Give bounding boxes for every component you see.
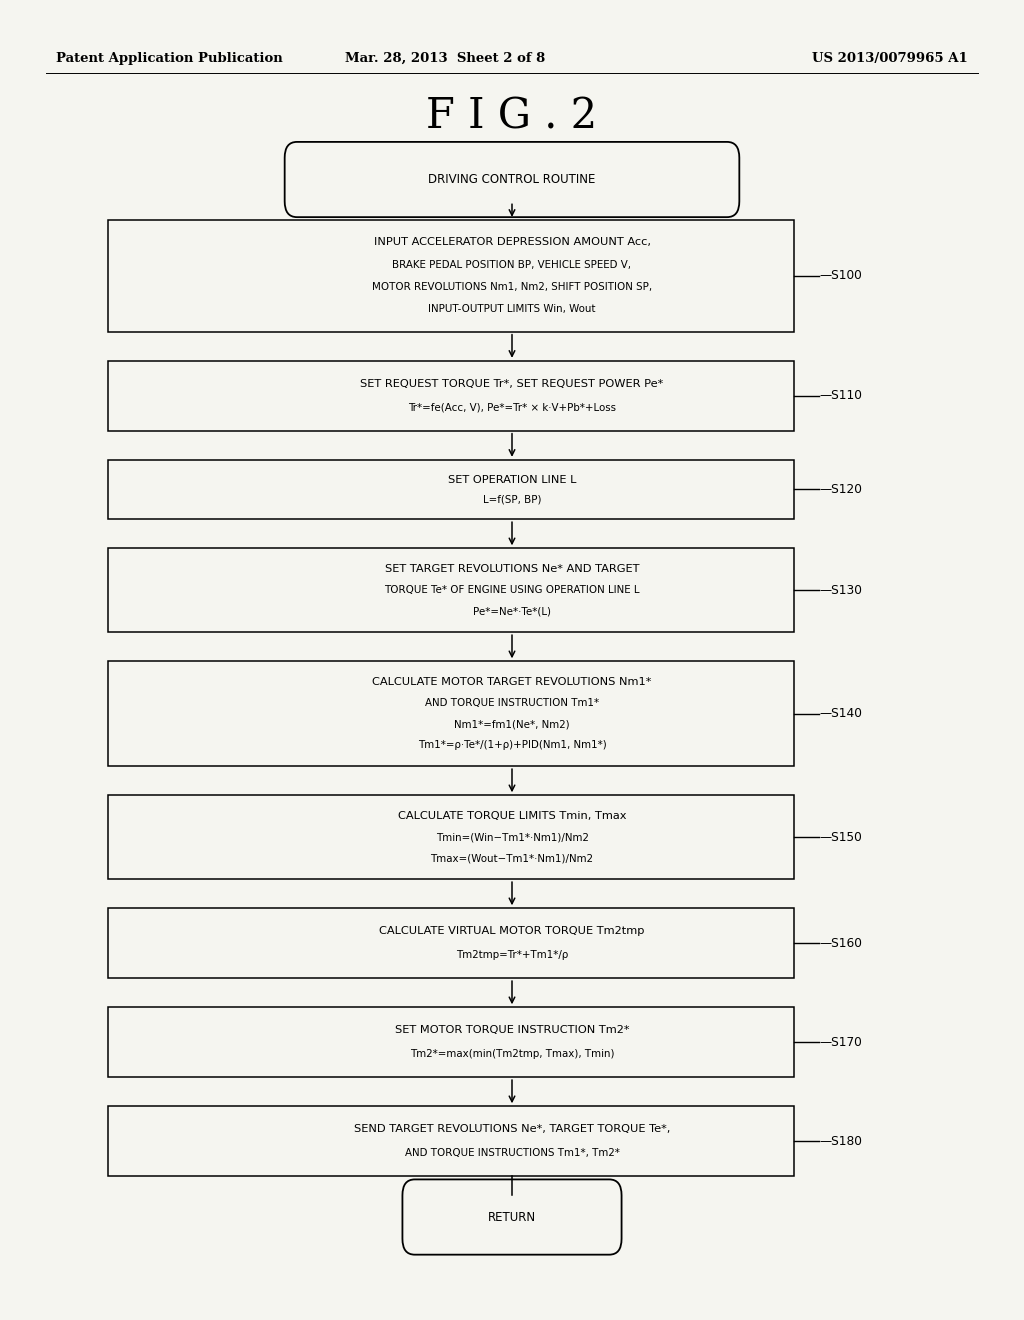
Text: Tmax=(Wout−Tm1*·Nm1)/Nm2: Tmax=(Wout−Tm1*·Nm1)/Nm2 [430,853,594,863]
Text: Tm2tmp=Tr*+Tm1*/ρ: Tm2tmp=Tr*+Tm1*/ρ [456,950,568,960]
Text: AND TORQUE INSTRUCTION Tm1*: AND TORQUE INSTRUCTION Tm1* [425,698,599,709]
Text: —S100: —S100 [819,269,862,282]
Text: SET REQUEST TORQUE Tr*, SET REQUEST POWER Pe*: SET REQUEST TORQUE Tr*, SET REQUEST POWE… [360,379,664,389]
Text: INPUT ACCELERATOR DEPRESSION AMOUNT Acc,: INPUT ACCELERATOR DEPRESSION AMOUNT Acc, [374,238,650,247]
FancyBboxPatch shape [108,908,794,978]
Text: —S150: —S150 [819,830,862,843]
Text: Tm1*=ρ·Te*/(1+ρ)+PID(Nm1, Nm1*): Tm1*=ρ·Te*/(1+ρ)+PID(Nm1, Nm1*) [418,741,606,750]
Text: Nm1*=fm1(Ne*, Nm2): Nm1*=fm1(Ne*, Nm2) [455,719,569,729]
Text: —S160: —S160 [819,937,862,949]
Text: INPUT-OUTPUT LIMITS Win, Wout: INPUT-OUTPUT LIMITS Win, Wout [428,305,596,314]
Text: US 2013/0079965 A1: US 2013/0079965 A1 [812,51,968,65]
Text: RETURN: RETURN [488,1210,536,1224]
FancyBboxPatch shape [108,219,794,331]
Text: Tm2*=max(min(Tm2tmp, Tmax), Tmin): Tm2*=max(min(Tm2tmp, Tmax), Tmin) [410,1049,614,1059]
Text: Tr*=fe(Acc, V), Pe*=Tr* × k·V+Pb*+Loss: Tr*=fe(Acc, V), Pe*=Tr* × k·V+Pb*+Loss [408,403,616,412]
FancyBboxPatch shape [108,1007,794,1077]
Text: —S130: —S130 [819,583,862,597]
FancyBboxPatch shape [108,1106,794,1176]
FancyBboxPatch shape [108,360,794,430]
Text: CALCULATE MOTOR TARGET REVOLUTIONS Nm1*: CALCULATE MOTOR TARGET REVOLUTIONS Nm1* [373,677,651,688]
Text: —S110: —S110 [819,389,862,403]
FancyBboxPatch shape [108,459,794,519]
Text: SET OPERATION LINE L: SET OPERATION LINE L [447,475,577,484]
Text: —S120: —S120 [819,483,862,496]
Text: CALCULATE TORQUE LIMITS Tmin, Tmax: CALCULATE TORQUE LIMITS Tmin, Tmax [397,812,627,821]
Text: —S170: —S170 [819,1036,862,1048]
Text: CALCULATE VIRTUAL MOTOR TORQUE Tm2tmp: CALCULATE VIRTUAL MOTOR TORQUE Tm2tmp [379,927,645,936]
FancyBboxPatch shape [285,141,739,216]
FancyBboxPatch shape [108,548,794,632]
Text: SET MOTOR TORQUE INSTRUCTION Tm2*: SET MOTOR TORQUE INSTRUCTION Tm2* [394,1026,630,1035]
Text: DRIVING CONTROL ROUTINE: DRIVING CONTROL ROUTINE [428,173,596,186]
Text: Pe*=Ne*·Te*(L): Pe*=Ne*·Te*(L) [473,606,551,616]
Text: —S140: —S140 [819,708,862,721]
FancyBboxPatch shape [108,795,794,879]
Text: BRAKE PEDAL POSITION BP, VEHICLE SPEED V,: BRAKE PEDAL POSITION BP, VEHICLE SPEED V… [392,260,632,269]
Text: TORQUE Te* OF ENGINE USING OPERATION LINE L: TORQUE Te* OF ENGINE USING OPERATION LIN… [384,585,640,595]
Text: —S180: —S180 [819,1135,862,1147]
Text: Tmin=(Win−Tm1*·Nm1)/Nm2: Tmin=(Win−Tm1*·Nm1)/Nm2 [435,832,589,842]
Text: L=f(SP, BP): L=f(SP, BP) [482,495,542,504]
Text: SET TARGET REVOLUTIONS Ne* AND TARGET: SET TARGET REVOLUTIONS Ne* AND TARGET [385,564,639,574]
Text: F I G . 2: F I G . 2 [426,95,598,137]
Text: Patent Application Publication: Patent Application Publication [56,51,283,65]
Text: SEND TARGET REVOLUTIONS Ne*, TARGET TORQUE Te*,: SEND TARGET REVOLUTIONS Ne*, TARGET TORQ… [354,1125,670,1134]
Text: AND TORQUE INSTRUCTIONS Tm1*, Tm2*: AND TORQUE INSTRUCTIONS Tm1*, Tm2* [404,1148,620,1158]
Text: MOTOR REVOLUTIONS Nm1, Nm2, SHIFT POSITION SP,: MOTOR REVOLUTIONS Nm1, Nm2, SHIFT POSITI… [372,282,652,292]
FancyBboxPatch shape [108,661,794,766]
FancyBboxPatch shape [402,1180,622,1254]
Text: Mar. 28, 2013  Sheet 2 of 8: Mar. 28, 2013 Sheet 2 of 8 [345,51,546,65]
